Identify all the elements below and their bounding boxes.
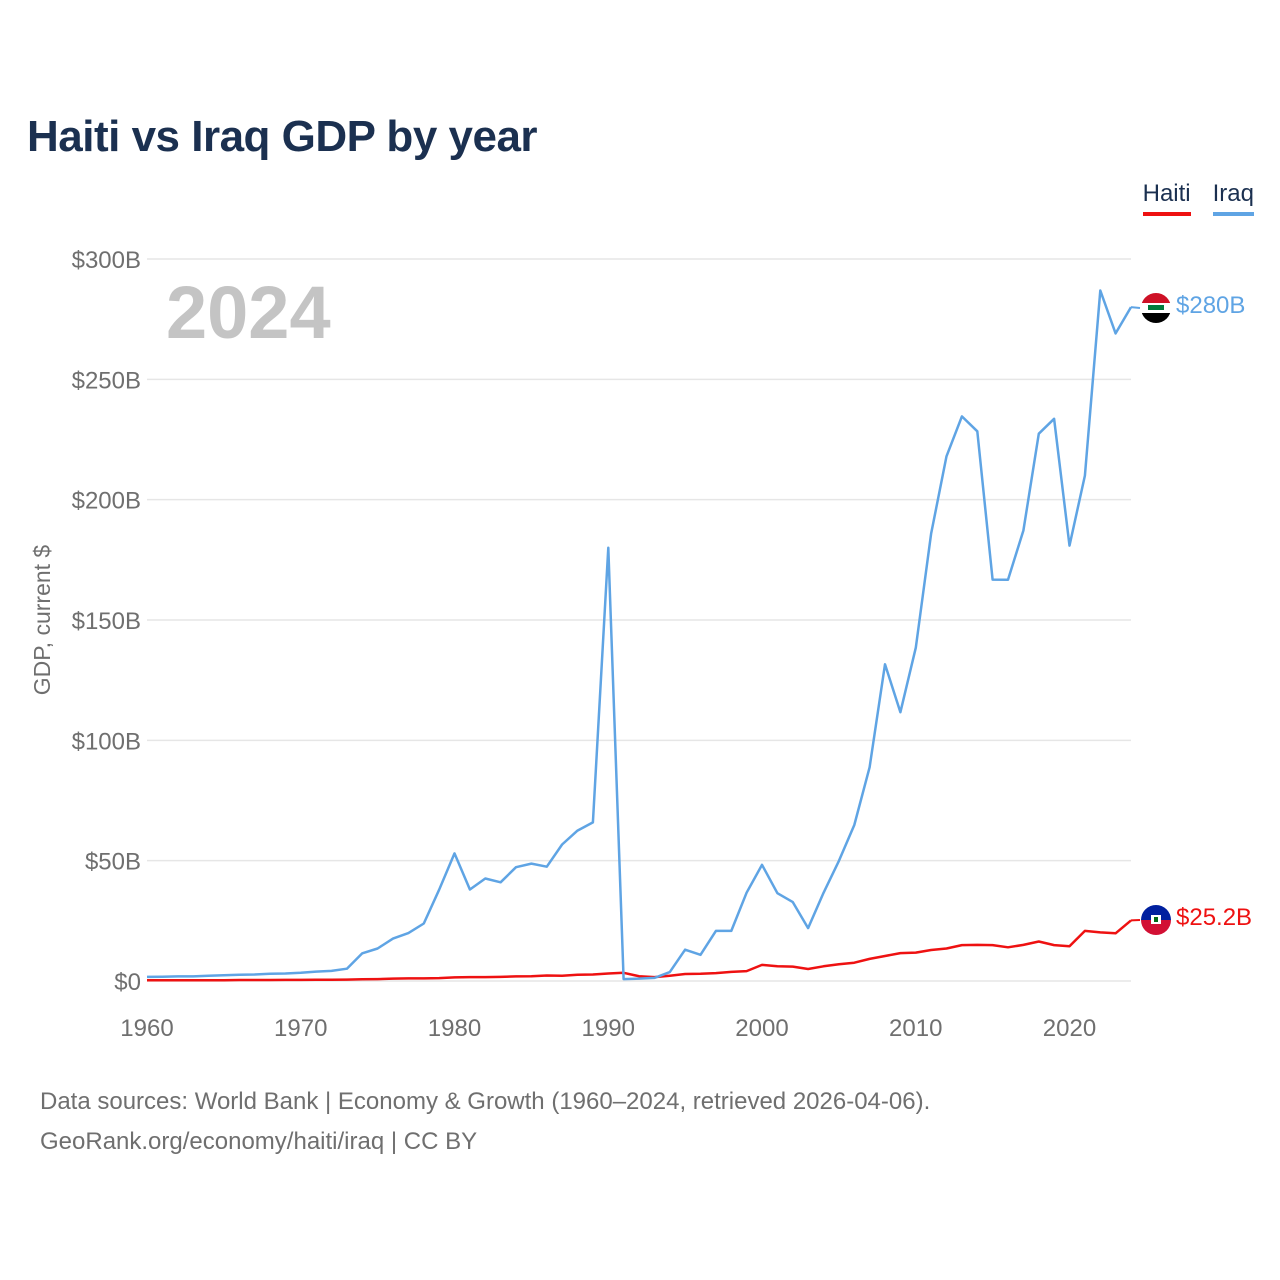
y-tick-label: $150B	[72, 608, 141, 635]
y-tick-label: $250B	[72, 367, 141, 394]
iraq-end-label: $280B	[1176, 292, 1245, 319]
series-line-iraq	[146, 289, 1133, 981]
y-tick-label: $0	[114, 969, 141, 996]
leader-line-iraq	[1130, 306, 1141, 309]
x-tick-label: 1960	[120, 1015, 173, 1042]
y-tick-label: $300B	[72, 247, 141, 274]
x-tick-label: 2020	[1043, 1015, 1096, 1042]
y-tick-label: $50B	[85, 849, 141, 876]
y-tick-label: $100B	[72, 728, 141, 755]
y-axis-label: GDP, current $	[29, 545, 55, 696]
x-tick-label: 1990	[582, 1015, 635, 1042]
footer: Data sources: World Bank | Economy & Gro…	[40, 1082, 930, 1162]
x-tick-label: 2010	[889, 1015, 942, 1042]
legend-item-iraq[interactable]: Iraq	[1212, 180, 1254, 216]
source-url-license: GeoRank.org/economy/haiti/iraq | CC BY	[40, 1128, 478, 1155]
data-source-note: Data sources: World Bank | Economy & Gro…	[40, 1088, 931, 1115]
x-tick-label: 1970	[274, 1015, 327, 1042]
y-tick-label: $200B	[72, 488, 141, 515]
x-tick-label: 2000	[735, 1015, 788, 1042]
haiti-end-label: $25.2B	[1176, 904, 1252, 931]
legend: Haiti Iraq	[1142, 180, 1254, 216]
series-line-haiti	[147, 919, 1132, 982]
x-tick-label: 1980	[428, 1015, 481, 1042]
haiti-flag-icon	[1141, 905, 1171, 935]
chart-title: Haiti vs Iraq GDP by year	[27, 112, 538, 161]
legend-item-haiti[interactable]: Haiti	[1142, 180, 1191, 216]
gdp-line-chart: $0 $50B $100B $150B $200B $250B $300B 1960 1970…	[29, 247, 1252, 1042]
iraq-flag-icon	[1141, 293, 1171, 323]
year-watermark: 2024	[166, 271, 331, 354]
